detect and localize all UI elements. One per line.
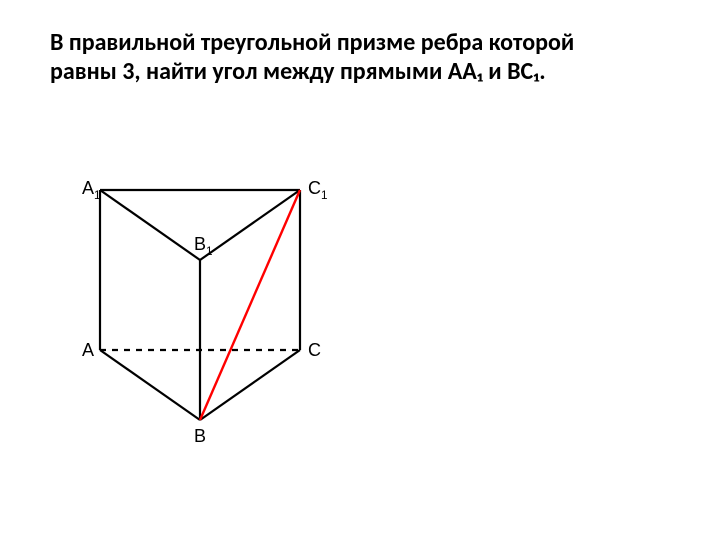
vertex-label-c1: C1: [308, 178, 328, 202]
vertex-label-c: C: [308, 340, 321, 361]
edge-solid: [100, 350, 200, 420]
vertex-label-a: A: [82, 340, 94, 361]
title-line-2: равны 3, найти угол между прямыми AA₁ и …: [50, 57, 546, 86]
title-text: В правильной треугольной призме ребра ко…: [50, 28, 670, 87]
prism-diagram: A1 C1 B1 A C B: [80, 170, 360, 470]
prism-svg: [80, 170, 360, 470]
vertex-label-a1: A1: [82, 178, 101, 202]
title-line-1: В правильной треугольной призме ребра ко…: [50, 28, 574, 57]
vertex-label-b1: B1: [194, 234, 213, 258]
slide: В правильной треугольной призме ребра ко…: [0, 0, 720, 540]
edge-solid: [100, 190, 200, 260]
vertex-label-b: B: [194, 426, 206, 447]
